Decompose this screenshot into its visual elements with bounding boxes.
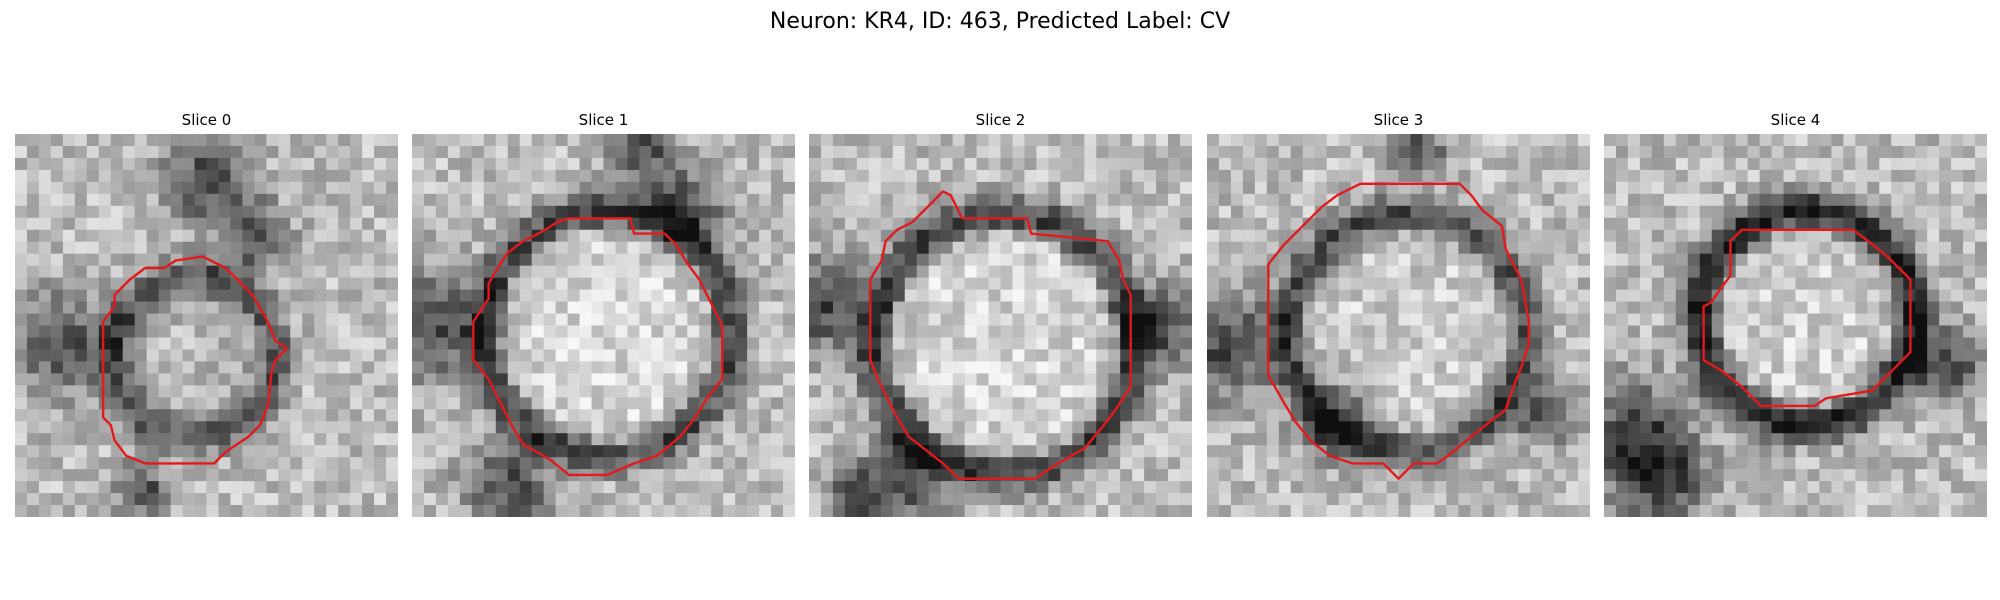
slice-title-3: Slice 3 xyxy=(1373,111,1424,129)
slice-image-4 xyxy=(1604,134,1987,517)
slice-image-0 xyxy=(15,134,398,517)
pixel-grid xyxy=(1604,134,1987,517)
slice-image-1 xyxy=(412,134,795,517)
slice-title-1: Slice 1 xyxy=(578,111,629,129)
segmentation-contour-3 xyxy=(1267,182,1530,480)
pixel-grid xyxy=(1207,134,1590,517)
segmentation-contour-1 xyxy=(472,217,724,477)
slice-title-0: Slice 0 xyxy=(181,111,232,129)
figure-title: Neuron: KR4, ID: 463, Predicted Label: C… xyxy=(769,9,1231,34)
slice-title-2: Slice 2 xyxy=(975,111,1026,129)
pixel-grid xyxy=(15,134,398,517)
pixel-grid xyxy=(809,134,1192,517)
segmentation-contour-0 xyxy=(101,255,289,465)
slice-image-3 xyxy=(1207,134,1590,517)
segmentation-contour-4 xyxy=(1702,228,1912,408)
segmentation-contour-2 xyxy=(869,190,1132,480)
pixel-grid xyxy=(412,134,795,517)
slice-image-2 xyxy=(809,134,1192,517)
slice-title-4: Slice 4 xyxy=(1770,111,1821,129)
